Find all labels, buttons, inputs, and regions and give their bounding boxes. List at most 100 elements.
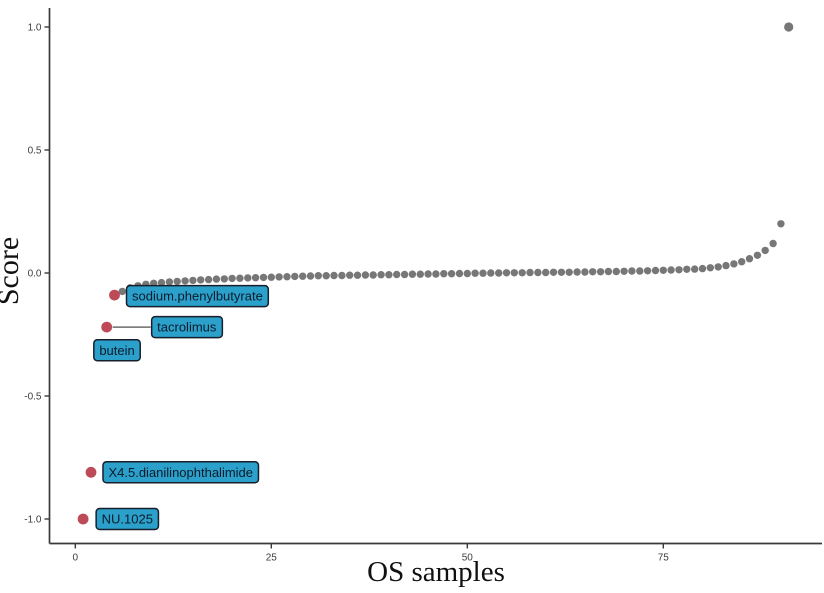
compound-label-text: NU.1025 (102, 512, 153, 527)
sample-point (691, 265, 699, 273)
sample-point (244, 274, 252, 282)
sample-point (275, 273, 283, 281)
sample-point (487, 269, 495, 277)
y-tick-label: -1.0 (24, 515, 42, 526)
sample-point (565, 268, 573, 276)
sample-point (651, 266, 660, 275)
sample-point (400, 270, 409, 279)
sample-point (173, 277, 181, 286)
sample-point (432, 270, 440, 278)
compound-label-text: X4.5.dianilinophthalimide (108, 465, 253, 480)
compound-label-box: X4.5.dianilinophthalimide (102, 461, 260, 484)
sample-point (165, 278, 174, 286)
sample-point (581, 268, 589, 276)
sample-point (534, 268, 542, 277)
compound-label-text: tacrolimus (157, 320, 217, 335)
y-tick-label: 1.0 (28, 23, 42, 34)
sample-point (769, 239, 777, 248)
compound-label-box: sodium.phenylbutyrate (125, 284, 270, 308)
sample-point (604, 267, 613, 276)
sample-point (283, 273, 291, 281)
sample-point (722, 261, 730, 270)
sample-point (761, 246, 769, 255)
sample-point (338, 271, 346, 280)
highlighted-compound-point (109, 289, 120, 301)
sample-point (612, 267, 620, 276)
sample-point (322, 272, 330, 280)
x-tick-label: 75 (658, 553, 670, 564)
axes: 1.0 0.5 0.0 -0.5 -1.0 0 25 50 75 (24, 8, 822, 564)
sample-point (510, 269, 518, 277)
y-tick-label: -0.5 (24, 392, 42, 403)
sample-point (267, 273, 275, 281)
x-tick-label: 50 (462, 553, 474, 564)
compound-label-text: butein (99, 343, 134, 358)
sample-point (753, 251, 762, 259)
sample-point (706, 264, 714, 272)
compound-label-rect (93, 339, 141, 362)
sample-point (440, 270, 448, 278)
highlighted-compound-point (85, 466, 97, 478)
sample-point (408, 270, 417, 278)
highlighted-compound-points (77, 289, 120, 525)
compound-label-box: NU.1025 (95, 507, 160, 531)
compound-label-boxes: sodium.phenylbutyrate tacrolimus butein X4.… (93, 284, 270, 531)
sample-point (181, 277, 189, 285)
sample-point (377, 271, 385, 279)
sample-point (157, 278, 166, 287)
sample-point (291, 272, 299, 281)
sample-point (526, 268, 534, 277)
sample-point (385, 271, 393, 279)
sample-point (416, 270, 424, 278)
sample-point (777, 220, 785, 228)
sample-point (330, 271, 338, 280)
sample-point (479, 269, 487, 277)
sample-point (698, 264, 707, 273)
compound-label-text: sodium.phenylbutyrate (132, 289, 263, 304)
sample-point (463, 269, 471, 278)
sample-point (299, 272, 307, 280)
sample-point (118, 287, 127, 296)
compound-label-rect (125, 284, 270, 308)
sample-point (314, 272, 322, 280)
sample-point (220, 275, 228, 283)
sample-point (738, 258, 746, 266)
sample-point (424, 270, 432, 278)
sample-point (518, 269, 526, 277)
compound-label-box: butein (93, 339, 141, 362)
sample-point (369, 271, 377, 279)
sample-point (204, 275, 213, 284)
sample-point (636, 267, 644, 275)
compound-label-rect (95, 507, 160, 531)
y-tick-label: 0.5 (28, 146, 42, 157)
highlighted-compound-point (77, 513, 89, 525)
sample-point (683, 265, 691, 273)
sample-point (589, 268, 597, 276)
sample-point (659, 266, 667, 274)
sample-point (596, 268, 605, 276)
top-outlier-sample-point (784, 22, 794, 32)
sample-point (542, 268, 550, 277)
sample-point (197, 276, 205, 284)
sample-point (346, 271, 354, 279)
compound-label-rect (102, 461, 260, 484)
compound-label-box: tacrolimus (150, 315, 224, 339)
sample-point (447, 270, 456, 278)
x-axis-title: OS samples (367, 556, 505, 588)
sample-point (730, 260, 738, 268)
sample-point (495, 269, 503, 277)
x-tick-label: 0 (73, 553, 79, 564)
sample-point (212, 275, 221, 283)
sample-point (393, 270, 401, 279)
highlighted-compound-point (101, 321, 113, 333)
sample-point (745, 255, 754, 263)
sample-point (714, 263, 722, 271)
sample-point (236, 274, 244, 282)
sample-point (557, 268, 566, 276)
sample-point (549, 268, 558, 276)
sample-point (353, 271, 362, 279)
sample-point (471, 269, 479, 277)
sample-point (228, 274, 236, 283)
